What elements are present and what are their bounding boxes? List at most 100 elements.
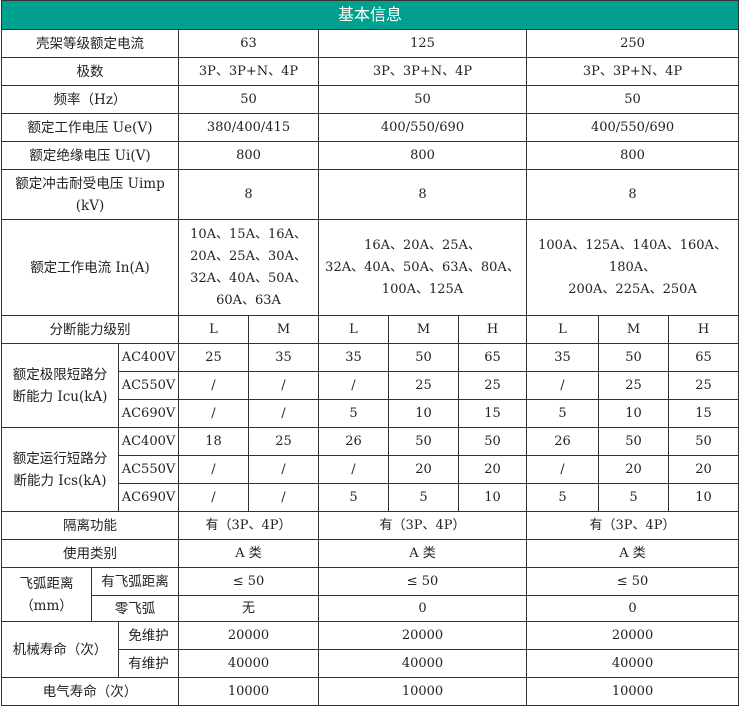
value-cell: / <box>248 455 319 484</box>
value-cell: 0 <box>318 595 527 622</box>
value-cell: 15 <box>667 399 739 428</box>
value-cell: 40000 <box>178 649 319 678</box>
isolation-value: 有（3P、4P） <box>178 511 319 540</box>
value-cell: 10 <box>388 399 459 428</box>
value-cell: 65 <box>667 343 739 372</box>
value-cell: 5 <box>598 483 669 512</box>
value-cell: 50 <box>598 343 669 372</box>
table-row: 额定极限短路分 断能力 Icu(kA) AC400V 25 35 35 50 65 35 50 6… <box>1 343 739 428</box>
category-label: 使用类别 <box>1 539 179 568</box>
value-cell: 25 <box>598 371 669 400</box>
category-value: A 类 <box>318 539 527 568</box>
value-cell: 5 <box>318 399 389 428</box>
uimp-label: 额定冲击耐受电压 Uimp (kV) <box>1 169 179 220</box>
frequency-label: 频率（Hz） <box>1 85 179 114</box>
value-cell: 25 <box>667 371 739 400</box>
value-cell: ≤ 50 <box>525 567 739 596</box>
value-cell: / <box>178 483 249 512</box>
value-cell: 40000 <box>318 649 527 678</box>
value-cell: 20 <box>388 455 459 484</box>
table-row: AC550V / //25 25/25 25 <box>2 371 739 400</box>
value-cell: M <box>598 315 669 344</box>
value-cell: / <box>526 371 599 400</box>
in-value: 10A、15A、16A、 20A、25A、30A、 32A、40A、50A、 6… <box>178 219 319 316</box>
frequency-value: 50 <box>525 85 739 114</box>
ui-value: 800 <box>178 141 319 170</box>
table-row: 额定运行短路分 断能力 Ics(kA) AC400V 18 25 26 50 50 26 50 5… <box>1 427 739 512</box>
value-cell: 20 <box>458 455 527 484</box>
table-row: 频率（Hz） 50 50 50 <box>1 85 739 114</box>
poles-value: 3P、3P+N、4P <box>178 57 319 86</box>
category-value: A 类 <box>525 539 739 568</box>
value-cell: ≤ 50 <box>318 567 527 596</box>
value-cell: ≤ 50 <box>178 567 319 596</box>
isolation-label: 隔离功能 <box>1 511 179 540</box>
table-row: 壳架等级额定电流 63 125 250 <box>1 29 739 58</box>
table-row: 零飞弧无 0 0 <box>2 595 739 622</box>
table-row: 飞弧距离 （mm） 有飞弧距离 ≤ 50 ≤ 50 ≤ 50 <box>1 567 739 622</box>
table-row: 电气寿命（次） 10000 10000 10000 <box>1 677 739 706</box>
mech-sub-label: 免维护 <box>118 621 179 650</box>
value-cell: H <box>458 315 527 344</box>
value-cell: M <box>248 315 319 344</box>
voltage-label: AC690V <box>118 483 179 512</box>
value-cell: 25 <box>248 427 319 456</box>
icu-label: 额定极限短路分 断能力 Icu(kA) <box>1 343 119 428</box>
table-row: 极数 3P、3P+N、4P 3P、3P+N、4P 3P、3P+N、4P <box>1 57 739 86</box>
table-row: 分断能力级别 L M L M H L M H <box>1 315 739 344</box>
value-cell: 18 <box>178 427 249 456</box>
in-value: 16A、20A、25A、 32A、40A、50A、63A、80A、 100A、1… <box>318 219 527 316</box>
ue-label: 额定工作电压 Ue(V) <box>1 113 179 142</box>
voltage-label: AC400V <box>118 343 179 372</box>
voltage-label: AC690V <box>118 399 179 428</box>
table-row: 机械寿命（次） 免维护 20000 20000 20000 <box>1 621 739 678</box>
elec-life-value: 10000 <box>318 677 527 706</box>
value-cell: 50 <box>667 427 739 456</box>
elec-life-value: 10000 <box>525 677 739 706</box>
value-cell: / <box>318 455 389 484</box>
value-cell: M <box>388 315 459 344</box>
frequency-value: 50 <box>178 85 319 114</box>
voltage-label: AC400V <box>118 427 179 456</box>
table-row: 隔离功能 有（3P、4P） 有（3P、4P） 有（3P、4P） <box>1 511 739 540</box>
in-value: 100A、125A、140A、160A、180A、 200A、225A、250A <box>525 219 739 316</box>
value-cell: / <box>178 455 249 484</box>
frame-current-value: 125 <box>318 29 527 58</box>
value-cell: 10 <box>667 483 739 512</box>
category-value: A 类 <box>178 539 319 568</box>
table-title: 基本信息 <box>0 0 739 30</box>
uimp-value: 8 <box>318 169 527 220</box>
isolation-value: 有（3P、4P） <box>525 511 739 540</box>
elec-life-value: 10000 <box>178 677 319 706</box>
value-cell: / <box>248 371 319 400</box>
isolation-value: 有（3P、4P） <box>318 511 527 540</box>
value-cell: 35 <box>248 343 319 372</box>
table-row: 额定冲击耐受电压 Uimp (kV) 8 8 8 <box>1 169 739 220</box>
frame-current-value: 250 <box>525 29 739 58</box>
ui-label: 额定绝缘电压 Ui(V) <box>1 141 179 170</box>
value-cell: 50 <box>598 427 669 456</box>
poles-value: 3P、3P+N、4P <box>525 57 739 86</box>
voltage-label: AC550V <box>118 371 179 400</box>
table-row: 额定工作电流 In(A) 10A、15A、16A、 20A、25A、30A、 32… <box>1 219 739 316</box>
value-cell: / <box>526 455 599 484</box>
ue-value: 380/400/415 <box>178 113 319 142</box>
in-label: 额定工作电流 In(A) <box>1 219 179 316</box>
poles-value: 3P、3P+N、4P <box>318 57 527 86</box>
value-cell: 无 <box>178 595 319 622</box>
value-cell: L <box>178 315 249 344</box>
value-cell: / <box>248 483 319 512</box>
value-cell: 25 <box>178 343 249 372</box>
table-row: 基本信息 <box>0 0 739 30</box>
ue-value: 400/550/690 <box>318 113 527 142</box>
value-cell: 10 <box>598 399 669 428</box>
value-cell: 5 <box>318 483 389 512</box>
value-cell: 5 <box>388 483 459 512</box>
breaking-class-label: 分断能力级别 <box>1 315 179 344</box>
value-cell: 5 <box>526 483 599 512</box>
value-cell: 5 <box>526 399 599 428</box>
value-cell: 65 <box>458 343 527 372</box>
value-cell: 25 <box>458 371 527 400</box>
